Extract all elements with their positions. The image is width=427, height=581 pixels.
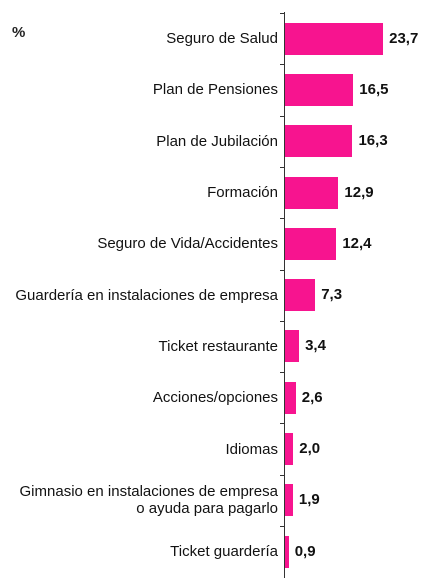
axis-tick xyxy=(280,64,284,66)
category-axis xyxy=(284,12,285,578)
bar xyxy=(285,484,293,517)
category-label: Seguro de Salud xyxy=(166,30,278,48)
category-label: Formación xyxy=(207,184,278,202)
bar xyxy=(285,125,353,158)
axis-tick xyxy=(280,269,284,271)
bar xyxy=(285,279,316,312)
unit-label: % xyxy=(12,24,26,41)
axis-tick xyxy=(280,320,284,322)
bar xyxy=(285,330,300,363)
axis-tick xyxy=(280,115,284,117)
value-label: 0,9 xyxy=(294,542,316,560)
category-label: Seguro de Vida/Accidentes xyxy=(97,235,278,253)
bar xyxy=(285,22,384,55)
axis-tick xyxy=(280,218,284,220)
value-label: 7,3 xyxy=(321,286,343,304)
value-label: 3,4 xyxy=(305,337,326,355)
value-label: 23,7 xyxy=(389,29,419,47)
axis-tick xyxy=(280,526,284,527)
category-label: Ticket guardería xyxy=(170,543,278,561)
bar xyxy=(285,176,339,209)
axis-tick xyxy=(280,423,284,425)
bar xyxy=(285,227,337,260)
bar xyxy=(285,381,296,414)
bar xyxy=(285,535,289,568)
value-label: 12,4 xyxy=(342,234,372,252)
value-label: 1,9 xyxy=(298,491,320,509)
value-label: 2,6 xyxy=(301,388,323,406)
category-label: Ticket restaurante xyxy=(158,337,279,355)
category-label: Guardería en instalaciones de empresa xyxy=(15,286,278,304)
category-label: Plan de Pensiones xyxy=(152,81,278,99)
bar xyxy=(285,73,354,106)
category-label: Plan de Jubilación xyxy=(156,132,278,150)
axis-tick xyxy=(280,13,284,14)
value-label: 12,9 xyxy=(344,183,374,201)
axis-tick xyxy=(280,372,284,374)
value-label: 16,5 xyxy=(359,80,389,98)
category-label: Acciones/opciones xyxy=(152,389,278,407)
value-label: 16,3 xyxy=(358,132,388,150)
axis-tick xyxy=(280,166,284,168)
bar xyxy=(285,433,294,466)
value-label: 2,0 xyxy=(299,440,321,458)
category-label: Idiomas xyxy=(225,440,278,458)
axis-tick xyxy=(280,474,284,476)
category-label: Gimnasio en instalaciones de empresa o a… xyxy=(19,483,278,518)
